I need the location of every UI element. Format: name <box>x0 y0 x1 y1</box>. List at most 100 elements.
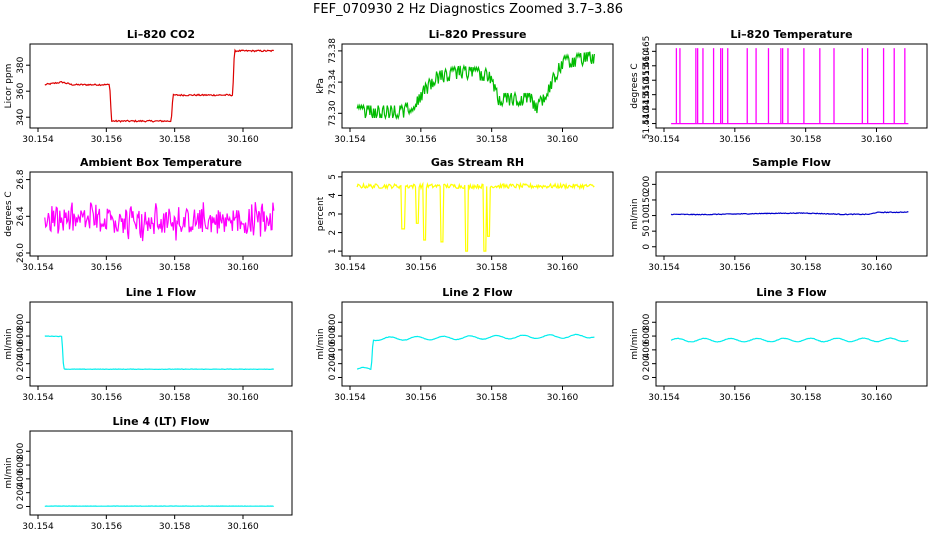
y-tick-label: 400 <box>328 341 338 358</box>
x-tick-label: 30.158 <box>790 135 822 145</box>
x-tick-label: 30.160 <box>227 135 259 145</box>
series-line <box>670 211 909 216</box>
x-tick-label: 30.156 <box>719 263 751 273</box>
panel-title: Ambient Box Temperature <box>80 156 242 169</box>
x-tick-label: 30.154 <box>22 522 54 532</box>
x-tick-label: 30.156 <box>719 393 751 403</box>
x-tick-label: 30.154 <box>648 135 680 145</box>
y-tick-label: 400 <box>16 341 26 358</box>
y-axis-label: ml/min <box>4 457 14 488</box>
x-tick-label: 30.160 <box>547 135 579 145</box>
y-axis-label: ml/min <box>630 198 640 229</box>
y-tick-label: 600 <box>642 327 652 344</box>
y-tick-label: 400 <box>16 470 26 487</box>
series-line <box>356 51 595 121</box>
y-tick-label: 600 <box>16 456 26 473</box>
y-tick-label: 4 <box>328 192 338 198</box>
y-tick-label: 360 <box>16 82 26 99</box>
y-tick-label: 800 <box>16 313 26 330</box>
y-tick-label: 73.30 <box>328 100 338 126</box>
y-tick-label: 800 <box>328 313 338 330</box>
x-tick-label: 30.154 <box>22 135 54 145</box>
x-tick-label: 30.154 <box>334 393 366 403</box>
y-tick-label: 26.8 <box>16 169 26 189</box>
x-tick-label: 30.154 <box>22 263 54 273</box>
x-tick-label: 30.160 <box>227 393 259 403</box>
plot-frame <box>341 301 614 387</box>
series-line <box>44 48 274 123</box>
x-tick-label: 30.156 <box>405 393 437 403</box>
y-tick-label: 200 <box>16 484 26 501</box>
x-tick-label: 30.158 <box>159 263 191 273</box>
x-tick-label: 30.158 <box>790 263 822 273</box>
y-tick-label: 51.465 <box>642 36 652 67</box>
plot-frame <box>341 43 614 129</box>
x-tick-label: 30.160 <box>227 522 259 532</box>
y-tick-label: 73.34 <box>328 69 338 95</box>
y-tick-label: 51.440 <box>642 108 652 140</box>
x-tick-label: 30.154 <box>22 393 54 403</box>
y-tick-label: 800 <box>16 442 26 459</box>
x-tick-label: 30.156 <box>91 135 123 145</box>
series-line <box>44 335 274 371</box>
x-tick-label: 30.158 <box>159 522 191 532</box>
y-axis-label: ml/min <box>4 328 14 359</box>
y-tick-label: 340 <box>16 108 26 125</box>
plot-frame <box>29 430 293 516</box>
y-tick-label: 26.0 <box>16 243 26 263</box>
x-tick-label: 30.156 <box>91 263 123 273</box>
panel-title: Li–820 CO2 <box>127 28 195 41</box>
y-axis-label: percent <box>316 196 326 231</box>
x-tick-label: 30.156 <box>91 393 123 403</box>
panel-title: Line 2 Flow <box>442 286 512 299</box>
x-tick-label: 30.156 <box>719 135 751 145</box>
y-axis-label: degrees C <box>4 191 14 236</box>
y-tick-label: 600 <box>16 327 26 344</box>
plot-frame <box>29 301 293 387</box>
plot-frame <box>29 43 293 129</box>
x-tick-label: 30.154 <box>648 393 680 403</box>
panel-title: Sample Flow <box>752 156 831 169</box>
panel-4: Ambient Box Temperature degrees C26.0 26.4… <box>4 156 293 273</box>
x-tick-label: 30.156 <box>405 135 437 145</box>
x-tick-label: 30.160 <box>861 135 893 145</box>
series-line <box>357 333 595 370</box>
y-tick-label: 1 <box>328 248 338 254</box>
x-tick-label: 30.160 <box>861 263 893 273</box>
y-tick-label: 51.445 <box>642 93 652 125</box>
x-tick-label: 30.160 <box>227 263 259 273</box>
series-line <box>44 202 275 242</box>
y-tick-label: 0 <box>328 374 338 380</box>
panel-title: Li–820 Temperature <box>730 28 852 41</box>
panel-title: Line 4 (LT) Flow <box>113 415 210 428</box>
y-tick-label: 400 <box>642 341 652 358</box>
y-tick-label: 200 <box>642 355 652 372</box>
y-tick-label: 26.4 <box>16 206 26 226</box>
series-line <box>356 181 595 252</box>
panel-5: Gas Stream RH percent 1 2 3 4 5 30.154 30.156 30.… <box>316 156 614 273</box>
series-line <box>670 337 909 343</box>
plot-frame <box>655 43 928 129</box>
plot-frame <box>655 171 928 257</box>
y-axis-label: ml/min <box>316 328 326 359</box>
panel-title: Line 3 Flow <box>756 286 826 299</box>
figure-title: FEF_070930 2 Hz Diagnostics Zoomed 3.7–3… <box>312 2 624 17</box>
x-tick-label: 30.154 <box>334 263 366 273</box>
y-tick-label: 200 <box>328 355 338 372</box>
x-tick-label: 30.158 <box>159 393 191 403</box>
y-axis-label: degrees C <box>630 63 640 108</box>
y-tick-label: 150 <box>642 191 652 208</box>
y-tick-label: 800 <box>642 313 652 330</box>
plot-frame <box>655 301 928 387</box>
x-tick-label: 30.160 <box>547 263 579 273</box>
y-tick-label: 0 <box>642 374 652 380</box>
x-tick-label: 30.160 <box>861 393 893 403</box>
y-tick-label: 0 <box>16 374 26 380</box>
